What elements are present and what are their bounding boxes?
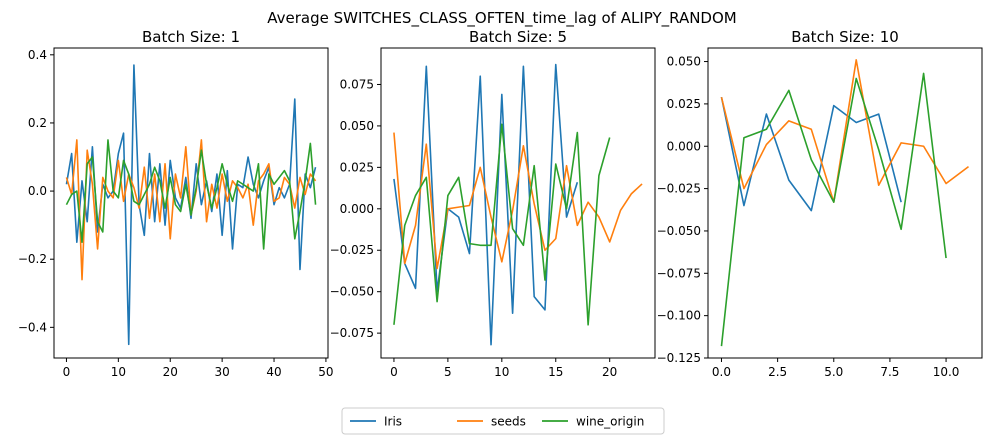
- y-tick-label: 0.075: [340, 77, 374, 91]
- x-tick-label: 10.0: [933, 365, 960, 379]
- x-tick-label: 0.0: [712, 365, 731, 379]
- y-tick-label: −0.075: [330, 326, 374, 340]
- x-tick-label: 15: [548, 365, 563, 379]
- subplot-1: Batch Size: 1 0 10 20 30 40 50 −0.4 −0.2 0.0 0.2 0.…: [18, 28, 334, 379]
- x-tick-label: 40: [266, 365, 281, 379]
- series-line-iris: [720, 96, 902, 212]
- series-line-seeds: [720, 59, 970, 203]
- legend-label: Iris: [384, 415, 402, 429]
- legend-box: [341, 407, 665, 435]
- y-tick-label: 0.025: [667, 97, 701, 111]
- subplot-3: Batch Size: 10 0.0 2.5 5.0 7.5 10.0 −0.125 −0.1…: [657, 28, 983, 379]
- x-tick-label: 0: [63, 365, 71, 379]
- y-tick-label: −0.025: [330, 243, 374, 257]
- x-tick-label: 50: [318, 365, 333, 379]
- y-tick-label: −0.125: [657, 351, 701, 365]
- x-tick-label: 20: [602, 365, 617, 379]
- y-tick-label: 0.050: [667, 55, 701, 69]
- x-tick-label: 2.5: [768, 365, 787, 379]
- legend-label: seeds: [491, 415, 526, 429]
- y-tick-label: 0.025: [340, 160, 374, 174]
- subplot-2: Batch Size: 5 0 5 10 15 20 −0.075 −0.050 −0.025 0…: [330, 28, 656, 379]
- y-tick-label: 0.4: [28, 48, 47, 62]
- x-tick-label: 5: [444, 365, 452, 379]
- chart-panels: Batch Size: 10 10 20 30 40 50−0.4−0.20.00.20.…: [18, 28, 983, 379]
- y-tick-label: −0.050: [330, 285, 374, 299]
- y-tick-label: 0.0: [28, 184, 47, 198]
- axes-frame: [53, 47, 329, 359]
- x-tick-label: 0: [390, 365, 398, 379]
- legend: Iris seeds wine_origin: [341, 407, 665, 435]
- y-tick-label: −0.2: [18, 252, 47, 266]
- series-line-wine-origin: [720, 72, 947, 347]
- series-line-wine-origin: [65, 139, 317, 250]
- y-tick-label: 0.050: [340, 119, 374, 133]
- subplot-title: Batch Size: 1: [142, 28, 240, 46]
- x-tick-label: 20: [163, 365, 178, 379]
- x-tick-label: 30: [214, 365, 229, 379]
- y-tick-label: −0.050: [657, 224, 701, 238]
- y-tick-label: −0.075: [657, 266, 701, 280]
- chart-title: Average SWITCHES_CLASS_OFTEN_time_lag of…: [267, 9, 736, 28]
- series-line-seeds: [393, 132, 643, 270]
- subplot-title: Batch Size: 5: [469, 28, 567, 46]
- axes-frame: [707, 47, 983, 359]
- x-tick-label: 5.0: [824, 365, 843, 379]
- y-tick-label: −0.025: [657, 182, 701, 196]
- axes-frame: [380, 47, 656, 359]
- legend-label: wine_origin: [576, 415, 644, 429]
- y-tick-label: 0.000: [340, 202, 374, 216]
- x-tick-label: 10: [494, 365, 509, 379]
- series-line-iris: [65, 64, 317, 346]
- y-tick-label: −0.100: [657, 309, 701, 323]
- x-tick-label: 7.5: [880, 365, 899, 379]
- x-tick-label: 10: [111, 365, 126, 379]
- y-tick-label: 0.000: [667, 139, 701, 153]
- subplot-title: Batch Size: 10: [791, 28, 899, 46]
- y-tick-label: −0.4: [18, 320, 47, 334]
- series-line-iris: [393, 63, 579, 346]
- series-line-wine-origin: [393, 123, 611, 326]
- y-tick-label: 0.2: [28, 116, 47, 130]
